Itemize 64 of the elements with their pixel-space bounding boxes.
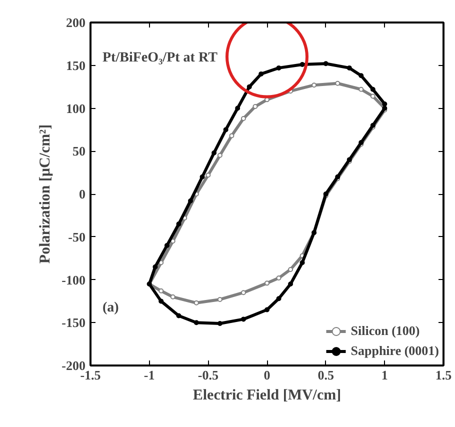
point	[323, 61, 328, 66]
y-tick-label: 100	[66, 100, 86, 116]
point	[246, 84, 252, 90]
point	[300, 62, 305, 68]
point	[258, 71, 264, 76]
y-tick-label: -150	[62, 315, 86, 330]
point	[188, 198, 194, 204]
point	[235, 106, 240, 111]
legend-label: Silicon (100)	[350, 323, 420, 339]
y-tick-label: 150	[66, 58, 86, 73]
point	[212, 150, 217, 156]
y-tick-label: 200	[66, 15, 86, 30]
point	[370, 94, 376, 99]
point	[240, 290, 246, 296]
x-tick-label: 0	[264, 368, 270, 382]
point	[264, 280, 270, 286]
point	[358, 73, 364, 78]
point	[276, 296, 282, 302]
point	[335, 80, 340, 86]
point	[252, 104, 258, 110]
point	[206, 172, 211, 178]
point	[276, 276, 282, 281]
point	[217, 152, 222, 158]
point	[158, 288, 164, 294]
point	[158, 298, 164, 304]
point	[164, 242, 170, 248]
x-axis-title: Electric Field [MV/cm]	[192, 388, 342, 404]
x-tick-label: 0.5	[318, 368, 334, 382]
point	[194, 300, 199, 306]
point	[152, 264, 158, 270]
annotation: Pt/BiFeO₃/Pt at RT	[102, 50, 218, 66]
legend-label: Sapphire (0001)	[350, 343, 439, 359]
point	[358, 86, 364, 92]
y-tick-label: 0	[79, 186, 86, 202]
point	[200, 174, 205, 180]
x-tick-label: 1	[381, 368, 388, 382]
point	[346, 65, 352, 70]
x-tick-label: -1	[144, 368, 155, 382]
point	[370, 86, 376, 92]
point	[223, 127, 228, 132]
point	[170, 294, 176, 300]
point	[240, 316, 246, 322]
point	[382, 101, 388, 106]
x-tick-label: 1.5	[435, 368, 452, 382]
point	[288, 282, 294, 287]
point	[158, 260, 164, 266]
y-tick-label: -50	[68, 229, 86, 244]
point	[217, 320, 222, 326]
point	[229, 133, 234, 138]
y-tick-label: 50	[72, 144, 86, 159]
point	[300, 260, 305, 266]
y-tick-label: -200	[62, 358, 86, 373]
y-tick-label: -100	[62, 272, 86, 288]
y-axis-title: Polarization [μC/cm²]	[38, 124, 54, 264]
point	[276, 65, 282, 70]
annotation: (a)	[102, 300, 120, 316]
point	[240, 116, 246, 122]
point	[217, 296, 222, 302]
point	[176, 222, 182, 227]
x-tick-label: -0.5	[198, 368, 219, 382]
point	[288, 266, 294, 272]
point	[264, 307, 270, 312]
point	[194, 320, 199, 326]
point	[176, 313, 182, 318]
